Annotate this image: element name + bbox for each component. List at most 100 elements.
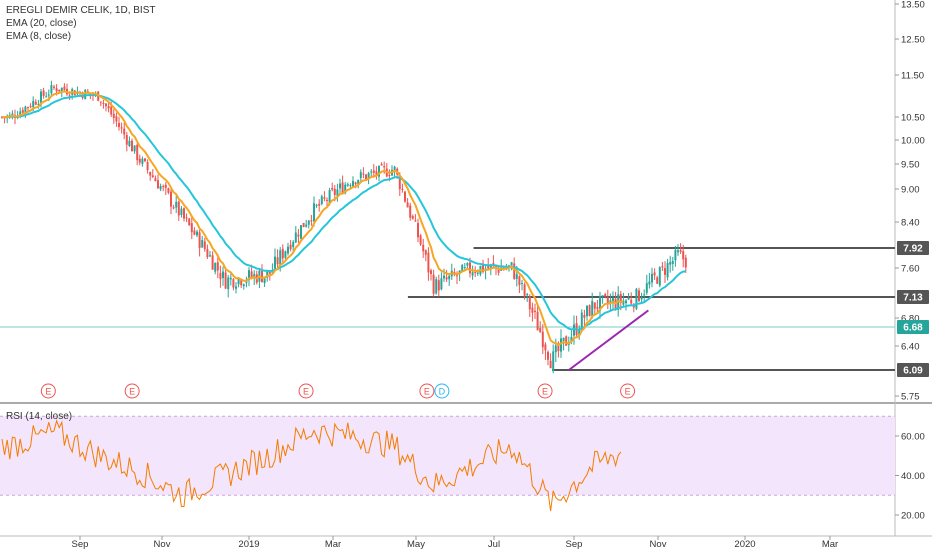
candle-body [466,263,469,266]
candle-body [32,100,35,108]
earnings-marker-label: E [542,387,548,397]
candle-body [27,107,29,109]
candle-body [172,207,175,209]
candle-body [341,182,344,194]
candle-body [622,300,625,305]
dividend-marker-label: D [439,387,446,397]
candle-body [492,263,495,265]
earnings-marker [419,383,435,399]
rsi-band [0,416,895,496]
candle-body [401,189,404,191]
candle-body [300,225,302,239]
candle-body [21,109,24,113]
price-badge-label: 7.92 [903,244,923,255]
candle-body [474,272,477,274]
candle-body [365,174,367,180]
candle-body [630,299,633,304]
candle-body [326,199,328,201]
candle-body [656,277,659,284]
candle-body [352,181,354,187]
candle-body [653,272,656,276]
price-tick-label: 6.80 [901,314,920,325]
candle-body [370,171,373,173]
candle-body [268,270,271,274]
candle-body [331,188,334,190]
candle-body [682,251,685,260]
candle-body [50,85,53,94]
price-badge-label: 7.13 [903,293,923,304]
candle-body [528,296,531,310]
candle-body [102,102,105,104]
candle-body [118,123,120,127]
candle-body [357,179,360,185]
candle-body [513,263,516,279]
time-tick-label: Nov [650,539,667,550]
candle-body [154,178,157,182]
candle-body [440,278,443,290]
candle-body [206,248,209,258]
candle-body [684,257,687,268]
candle-body [604,294,607,297]
candle-body [162,186,165,188]
time-tick-label: 2019 [238,539,259,550]
candle-body [437,280,440,291]
candle-body [136,144,139,161]
time-tick-label: 2020 [734,539,755,550]
candle-body [289,244,292,250]
candle-body [456,275,458,277]
price-tick-label: 9.00 [901,185,920,196]
candle-body [34,101,37,105]
candle-body [302,222,305,228]
candle-body [497,268,500,273]
time-tick-label: May [407,539,425,550]
earnings-marker-label: E [303,387,309,397]
candle-body [196,231,198,236]
candle-body [380,163,383,166]
rsi-line [1,419,622,512]
candle-body [658,267,661,286]
price-badge [897,320,929,334]
candle-body [37,103,40,105]
candle-body [190,223,193,233]
candle-body [183,208,185,219]
candle-body [635,288,638,309]
candle-body [216,262,219,271]
candle-body [669,261,672,265]
candle-body [157,180,159,189]
candle-body [24,106,27,114]
price-tick-label: 9.50 [901,160,920,171]
candle-body [375,171,378,175]
earnings-marker [124,383,140,399]
candle-body [588,305,591,316]
candle-body [414,220,417,222]
candle-body [404,191,406,202]
earnings-marker-label: E [129,387,135,397]
candle-body [211,255,214,270]
candle-body [666,263,669,278]
candle-body [560,338,562,352]
candle-body [424,250,427,255]
candle-body [214,263,217,272]
price-badge [897,290,929,304]
candle-body [167,188,170,193]
candle-body [393,166,396,172]
candle-body [138,158,141,163]
price-tick-label: 13.50 [901,0,925,11]
candle-body [68,95,71,97]
candle-body [573,324,575,336]
candle-body [362,173,365,175]
candle-body [417,223,419,238]
candle-body [578,330,581,335]
candle-body [144,158,146,162]
candle-body [112,113,115,118]
candle-body [123,128,126,135]
candle-body [354,182,357,185]
candle-body [125,134,128,145]
candle-body [177,201,180,216]
candle-body [487,266,490,269]
candle-body [164,184,167,188]
price-badge-label: 6.68 [903,323,923,334]
candle-body [638,290,640,302]
candle-body [443,275,445,279]
